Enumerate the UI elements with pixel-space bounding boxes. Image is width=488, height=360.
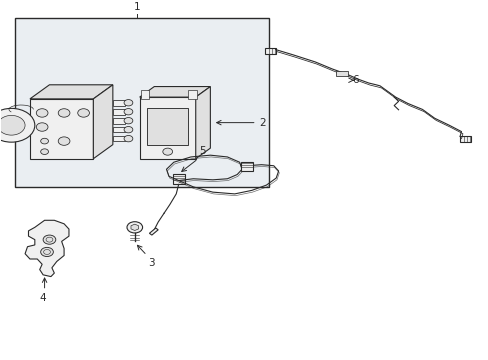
Circle shape [58,109,70,117]
Circle shape [46,237,53,242]
Bar [141,90,149,99]
Bar [113,136,125,141]
Bar [113,127,125,132]
Circle shape [78,109,89,117]
Polygon shape [93,85,113,159]
Circle shape [127,222,142,233]
Bar [459,136,470,142]
Bar [241,162,252,171]
Circle shape [43,249,50,255]
Polygon shape [30,85,113,99]
Bar [15,18,268,187]
Circle shape [0,116,25,135]
Bar [113,100,125,105]
Polygon shape [25,220,69,276]
Text: 6: 6 [352,75,359,85]
Circle shape [124,109,133,115]
Circle shape [36,123,48,131]
Circle shape [36,109,48,117]
Bar [172,174,184,184]
Circle shape [124,135,133,142]
Circle shape [0,108,35,142]
Bar [113,109,125,114]
Circle shape [41,138,48,144]
Circle shape [124,117,133,124]
Polygon shape [140,86,210,97]
Text: 5: 5 [199,146,206,156]
Bar [335,71,347,76]
Circle shape [41,149,48,154]
Polygon shape [149,228,158,235]
Bar [30,99,93,159]
Polygon shape [131,224,138,230]
Text: 2: 2 [259,118,265,128]
Text: 3: 3 [148,258,155,268]
Text: 4: 4 [40,293,46,303]
Circle shape [124,100,133,106]
Circle shape [163,148,172,155]
Bar [113,118,125,123]
Circle shape [43,235,56,244]
Bar [187,90,196,99]
Text: 1: 1 [134,1,140,12]
Bar [140,97,195,159]
Bar [264,48,275,54]
Polygon shape [195,86,210,159]
Circle shape [58,137,70,145]
Circle shape [41,247,53,257]
Bar [147,108,188,145]
Circle shape [124,126,133,133]
